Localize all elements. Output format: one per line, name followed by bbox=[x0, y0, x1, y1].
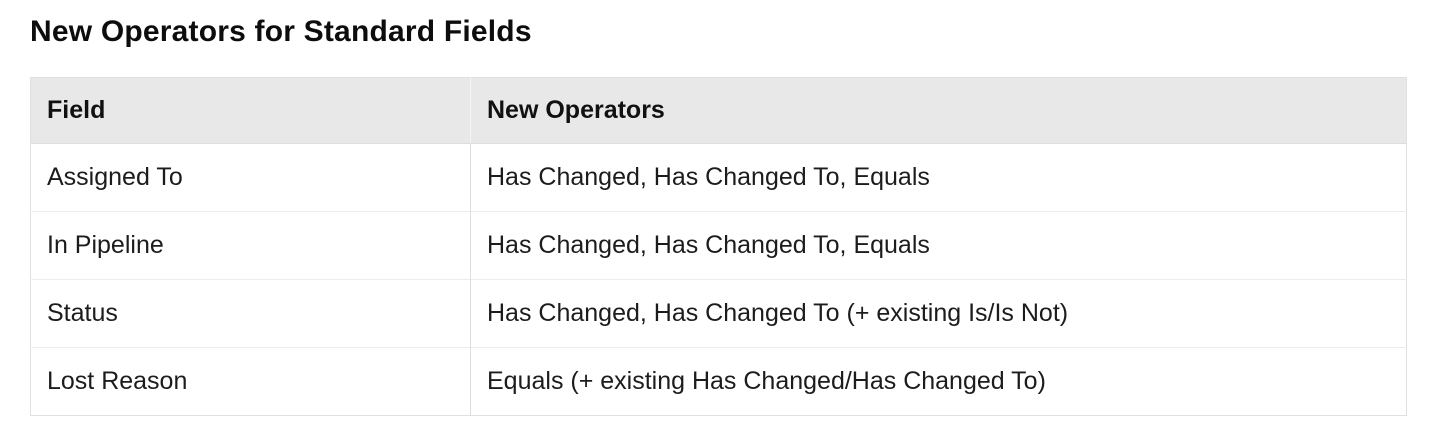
operators-cell: Equals (+ existing Has Changed/Has Chang… bbox=[470, 347, 1407, 416]
column-header-new-operators: New Operators bbox=[470, 77, 1407, 144]
field-cell: Assigned To bbox=[30, 143, 471, 212]
operators-cell: Has Changed, Has Changed To (+ existing … bbox=[470, 279, 1407, 348]
table-row: Lost Reason Equals (+ existing Has Chang… bbox=[30, 347, 1407, 416]
field-cell: Lost Reason bbox=[30, 347, 471, 416]
document-body: New Operators for Standard Fields Field … bbox=[30, 14, 1407, 416]
table-row: Status Has Changed, Has Changed To (+ ex… bbox=[30, 279, 1407, 348]
table-header: Field New Operators bbox=[30, 77, 1407, 144]
table-row: Assigned To Has Changed, Has Changed To,… bbox=[30, 143, 1407, 212]
table-row: In Pipeline Has Changed, Has Changed To,… bbox=[30, 211, 1407, 280]
operators-cell: Has Changed, Has Changed To, Equals bbox=[470, 211, 1407, 280]
table-header-row: Field New Operators bbox=[30, 77, 1407, 144]
field-cell: Status bbox=[30, 279, 471, 348]
table-body: Assigned To Has Changed, Has Changed To,… bbox=[30, 143, 1407, 416]
operators-cell: Has Changed, Has Changed To, Equals bbox=[470, 143, 1407, 212]
page-title: New Operators for Standard Fields bbox=[30, 15, 532, 48]
field-cell: In Pipeline bbox=[30, 211, 471, 280]
new-operators-table: Field New Operators Assigned To Has Chan… bbox=[30, 77, 1407, 416]
column-header-field: Field bbox=[30, 77, 471, 144]
